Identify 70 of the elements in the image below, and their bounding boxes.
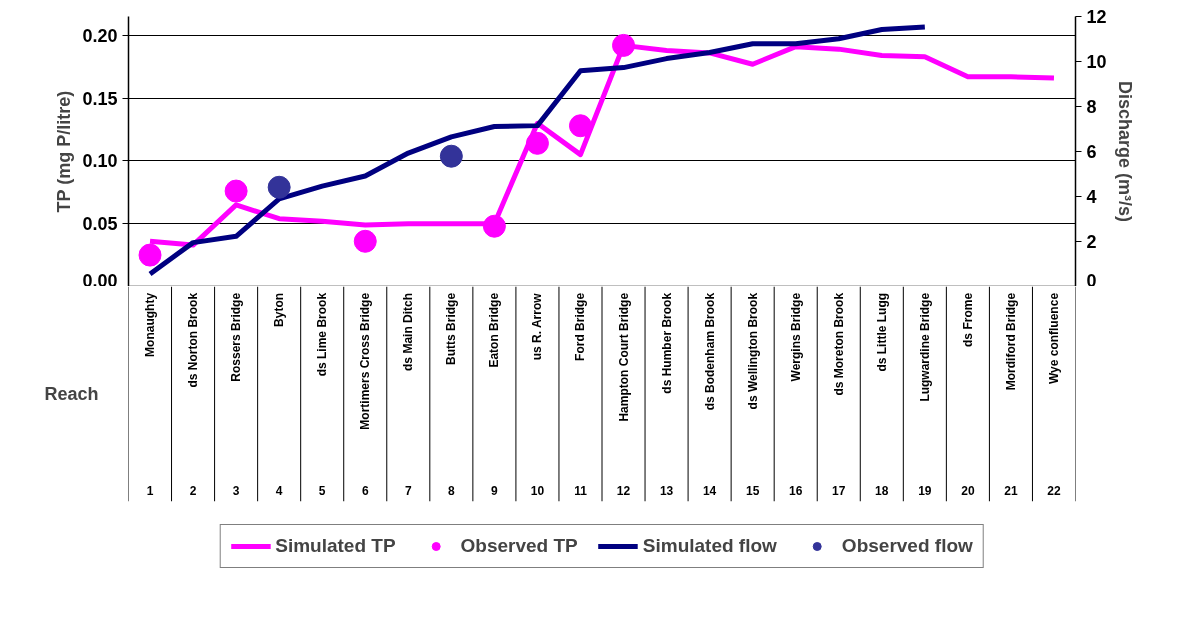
text: 9 (491, 484, 499, 499)
x-tick-label: ds Frome (960, 292, 975, 347)
text: 18 (875, 484, 889, 499)
x-tick-label: Hampton Court Bridge (616, 292, 631, 422)
text: 22 (1047, 484, 1061, 499)
y-tick-label: 0.20 (82, 25, 118, 46)
text: 14 (702, 484, 717, 499)
text: 12 (616, 484, 631, 499)
y2-tick-label: 10 (1086, 52, 1107, 72)
x-tick-label: ds Bodenham Brook (702, 292, 717, 411)
text: 16 (789, 484, 803, 499)
text: 20 (961, 484, 975, 499)
point (138, 243, 162, 267)
x-tick-label: Wergins Bridge (788, 292, 803, 382)
x-tick-label: ds Humber Brook (659, 292, 674, 394)
y2-axis-title: Discharge (m³/s) (1114, 80, 1135, 223)
x-tick-label: Wye confluence (1046, 292, 1061, 385)
x-axis-title: Reach (44, 384, 99, 404)
y-tick-label: 0.15 (82, 88, 118, 109)
legend-label: Observed flow (841, 535, 973, 557)
text: 3 (232, 484, 240, 499)
point (482, 214, 506, 238)
text: 5 (318, 484, 326, 499)
x-tick-label: ds Moreton Brook (831, 292, 846, 396)
y2-tick-label: 2 (1086, 232, 1097, 252)
x-tick-label: Lugwardine Bridge (917, 292, 932, 402)
text: 15 (745, 484, 760, 499)
legend-label: Observed TP (460, 535, 578, 557)
text: 10 (530, 484, 545, 499)
y-tick-label: 0.05 (82, 214, 118, 235)
x-tick-label: us R. Arrow (530, 292, 545, 361)
x-tick-label: ds Little Lugg (874, 292, 889, 372)
legend-label: Simulated flow (642, 535, 777, 557)
y-tick-label: 0.00 (82, 270, 118, 291)
text: 7 (404, 484, 412, 499)
x-tick-label: Rossers Bridge (229, 292, 244, 382)
x-tick-label: Mordiford Bridge (1003, 292, 1018, 391)
legend-label: Simulated TP (275, 535, 396, 557)
y2-tick-label: 12 (1086, 7, 1107, 27)
y2-tick-label: 8 (1086, 97, 1097, 117)
point (353, 229, 377, 253)
x-tick-label: Mortimers Cross Bridge (358, 292, 373, 430)
point (612, 33, 636, 57)
text: 4 (275, 484, 283, 499)
x-tick-label: ds Main Ditch (401, 292, 416, 371)
y2-tick-label: 4 (1086, 187, 1097, 207)
text: 17 (832, 484, 846, 499)
x-tick-label: ds Lime Brook (315, 292, 330, 377)
y2-tick-label: 6 (1086, 142, 1097, 162)
text: 19 (918, 484, 932, 499)
text: 13 (659, 484, 674, 499)
y-axis-title: TP (mg P/litre) (54, 90, 75, 213)
point (224, 179, 248, 203)
text: 8 (448, 484, 455, 499)
x-tick-label: Eaton Bridge (487, 292, 502, 368)
point (568, 114, 592, 138)
x-tick-label: ds Norton Brook (186, 292, 201, 388)
text: 1 (146, 484, 154, 499)
x-tick-label: Monaughty (143, 292, 158, 357)
text: 2 (189, 484, 197, 499)
x-tick-label: ds Wellington Brook (745, 292, 760, 410)
text: 21 (1004, 484, 1018, 499)
x-tick-label: Butts Bridge (444, 292, 459, 365)
y-tick-label: 0.10 (82, 151, 118, 172)
text: 11 (574, 484, 588, 499)
text: 6 (361, 484, 369, 499)
x-tick-label: Byton (272, 292, 287, 327)
point (525, 131, 549, 155)
y2-tick-label: 0 (1086, 270, 1097, 291)
x-tick-label: Ford Bridge (573, 292, 588, 361)
